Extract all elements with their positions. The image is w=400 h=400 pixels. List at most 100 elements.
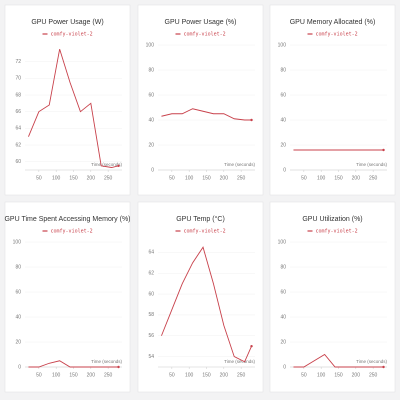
x-axis-label: Time (seconds) xyxy=(356,359,387,364)
x-tick-label: 50 xyxy=(36,175,42,181)
panel: GPU Memory Allocated (%) 0 20 40 60 80 100 50 10… xyxy=(269,4,396,196)
legend-label: comfy-violet-2 xyxy=(184,32,226,38)
x-tick-label: 50 xyxy=(169,372,175,378)
y-tick-label: 60 xyxy=(280,289,286,295)
legend-label: comfy-violet-2 xyxy=(316,229,358,235)
x-tick-label: 200 xyxy=(220,175,229,181)
y-tick-label: 20 xyxy=(148,142,154,148)
y-tick-label: 58 xyxy=(148,312,154,318)
x-tick-label: 100 xyxy=(317,372,326,378)
x-axis-label: Time (seconds) xyxy=(91,162,122,167)
y-tick-label: 60 xyxy=(148,92,154,98)
y-tick-label: 0 xyxy=(283,364,286,370)
x-axis-label: Time (seconds) xyxy=(356,162,387,167)
y-tick-label: 80 xyxy=(148,67,154,73)
y-tick-label: 100 xyxy=(278,42,287,48)
y-tick-label: 80 xyxy=(280,264,286,270)
chart-title: GPU Time Spent Accessing Memory (%) xyxy=(4,216,130,223)
panel: GPU Power Usage (%) 0 20 40 60 80 100 50 100 150 2… xyxy=(137,4,264,196)
y-tick-label: 72 xyxy=(15,59,21,65)
last-point xyxy=(117,365,120,369)
x-tick-label: 100 xyxy=(52,175,61,181)
y-tick-label: 62 xyxy=(148,271,154,277)
x-tick-label: 250 xyxy=(369,372,378,378)
y-tick-label: 60 xyxy=(148,291,154,297)
y-tick-label: 100 xyxy=(278,239,287,245)
y-tick-label: 40 xyxy=(280,314,286,320)
x-tick-label: 150 xyxy=(334,372,343,378)
y-tick-label: 0 xyxy=(283,167,286,173)
x-tick-label: 150 xyxy=(334,175,343,181)
chart-title: GPU Power Usage (W) xyxy=(31,19,103,26)
x-tick-label: 150 xyxy=(202,372,211,378)
chart-title: GPU Utilization (%) xyxy=(302,216,362,223)
x-tick-label: 200 xyxy=(220,372,229,378)
y-tick-label: 40 xyxy=(15,314,21,320)
panel: GPU Temp (°C) 54 56 58 60 62 64 50 100 150 200 250 T… xyxy=(137,201,264,393)
x-tick-label: 50 xyxy=(169,175,175,181)
y-tick-label: 60 xyxy=(15,289,21,295)
panel-background xyxy=(269,4,396,196)
panel-background xyxy=(269,201,396,393)
series-line xyxy=(161,108,252,121)
legend-label: comfy-violet-2 xyxy=(51,32,93,38)
y-tick-label: 0 xyxy=(151,167,154,173)
y-tick-label: 80 xyxy=(280,67,286,73)
y-tick-label: 64 xyxy=(148,250,154,256)
y-tick-label: 80 xyxy=(15,264,21,270)
legend-label: comfy-violet-2 xyxy=(316,32,358,38)
series-line xyxy=(28,49,119,168)
panel: GPU Utilization (%) 0 20 40 60 80 100 50 100 150 2… xyxy=(269,201,396,393)
last-point xyxy=(250,118,253,122)
y-tick-label: 20 xyxy=(280,142,286,148)
legend-label: comfy-violet-2 xyxy=(51,229,93,235)
x-tick-label: 100 xyxy=(185,175,194,181)
last-point xyxy=(382,148,385,152)
x-tick-label: 100 xyxy=(52,372,61,378)
y-tick-label: 60 xyxy=(280,92,286,98)
x-tick-label: 50 xyxy=(301,175,307,181)
x-tick-label: 250 xyxy=(369,175,378,181)
panel: GPU Time Spent Accessing Memory (%) 0 20 40… xyxy=(4,201,131,393)
x-tick-label: 250 xyxy=(237,175,246,181)
y-tick-label: 60 xyxy=(15,159,21,165)
x-tick-label: 150 xyxy=(202,175,211,181)
y-tick-label: 70 xyxy=(15,76,21,82)
last-point xyxy=(382,365,385,369)
last-point xyxy=(117,164,120,168)
y-tick-label: 20 xyxy=(280,339,286,345)
y-tick-label: 54 xyxy=(148,354,154,360)
x-tick-label: 250 xyxy=(104,175,113,181)
panel-background xyxy=(4,201,131,393)
x-tick-label: 250 xyxy=(104,372,113,378)
x-tick-label: 200 xyxy=(87,175,96,181)
chart-title: GPU Memory Allocated (%) xyxy=(290,19,376,26)
x-tick-label: 200 xyxy=(87,372,96,378)
y-tick-label: 100 xyxy=(146,42,155,48)
x-axis-label: Time (seconds) xyxy=(224,359,255,364)
y-tick-label: 56 xyxy=(148,333,154,339)
y-tick-label: 40 xyxy=(148,117,154,123)
x-tick-label: 50 xyxy=(36,372,42,378)
x-axis-label: Time (seconds) xyxy=(224,162,255,167)
x-tick-label: 150 xyxy=(69,175,78,181)
series-line xyxy=(161,246,252,363)
x-tick-label: 150 xyxy=(69,372,78,378)
x-tick-label: 200 xyxy=(352,175,361,181)
y-tick-label: 20 xyxy=(15,339,21,345)
y-tick-label: 66 xyxy=(15,109,21,115)
chart-title: GPU Power Usage (%) xyxy=(165,19,237,26)
x-tick-label: 50 xyxy=(301,372,307,378)
x-tick-label: 200 xyxy=(352,372,361,378)
y-tick-label: 68 xyxy=(15,92,21,98)
last-point xyxy=(250,344,253,348)
y-tick-label: 0 xyxy=(18,364,21,370)
x-axis-label: Time (seconds) xyxy=(91,359,122,364)
y-tick-label: 40 xyxy=(280,117,286,123)
series-line xyxy=(293,353,384,368)
y-tick-label: 100 xyxy=(13,239,22,245)
x-tick-label: 100 xyxy=(185,372,194,378)
x-tick-label: 100 xyxy=(317,175,326,181)
y-tick-label: 64 xyxy=(15,126,21,132)
